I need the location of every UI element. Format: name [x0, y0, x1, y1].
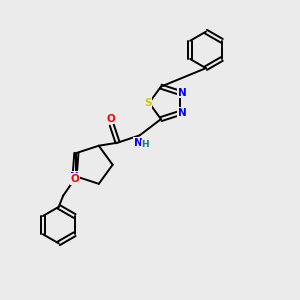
Text: S: S — [144, 98, 152, 108]
Text: N: N — [70, 172, 78, 182]
Text: N: N — [178, 88, 187, 98]
Text: N: N — [178, 108, 187, 118]
Text: H: H — [141, 140, 149, 149]
Text: O: O — [70, 174, 79, 184]
Text: O: O — [107, 113, 116, 124]
Text: N: N — [134, 138, 142, 148]
